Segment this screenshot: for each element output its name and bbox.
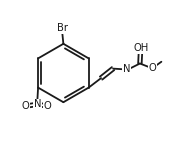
Text: N: N <box>123 64 130 74</box>
Text: O: O <box>22 101 29 111</box>
Text: Br: Br <box>57 24 68 33</box>
Text: N: N <box>34 99 41 109</box>
Text: O: O <box>44 101 52 111</box>
Text: O: O <box>148 63 156 73</box>
Text: OH: OH <box>133 43 148 53</box>
